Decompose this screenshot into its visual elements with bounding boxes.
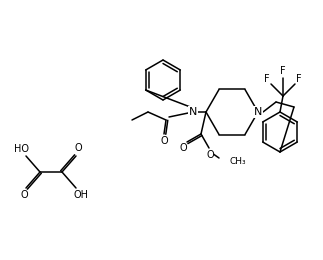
Text: OH: OH	[74, 190, 89, 200]
Text: O: O	[206, 150, 214, 160]
Text: O: O	[160, 136, 168, 146]
Text: CH₃: CH₃	[229, 158, 245, 166]
Text: O: O	[20, 190, 28, 200]
Text: N: N	[189, 107, 197, 117]
Text: F: F	[280, 66, 286, 76]
Text: F: F	[264, 74, 270, 84]
Text: N: N	[254, 107, 262, 117]
Text: HO: HO	[14, 144, 28, 154]
Text: O: O	[179, 143, 187, 153]
Text: O: O	[74, 143, 82, 153]
Text: F: F	[296, 74, 302, 84]
